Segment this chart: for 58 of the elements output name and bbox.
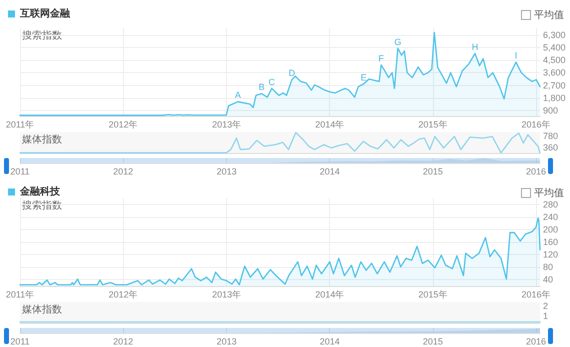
- annotation: B: [258, 82, 265, 92]
- x-tick-label: 2015年: [418, 120, 448, 130]
- x-tick-label: 2011年: [6, 120, 34, 130]
- x-tick-label: 2014: [320, 166, 340, 176]
- y-tick-label: 2,700: [543, 80, 566, 90]
- y-axis-title: 媒体指数: [22, 134, 62, 146]
- x-tick-label: 2014年: [315, 120, 344, 130]
- x-tick-label: 2013: [216, 166, 237, 176]
- x-tick-label: 2015: [422, 336, 443, 346]
- x-tick-label: 2012年: [108, 290, 138, 300]
- y-axis-title: 媒体指数: [22, 304, 62, 316]
- x-tick-label: 2012: [113, 336, 134, 346]
- y-tick-label: 160: [543, 237, 558, 247]
- x-tick-label: 2016: [526, 336, 546, 346]
- line-series: [19, 132, 541, 154]
- x-tick-label: 2011年: [6, 290, 34, 300]
- y-tick-label: 1: [543, 311, 548, 321]
- x-tick-label: 2012: [113, 166, 134, 176]
- x-tick-label: 2013年: [212, 120, 242, 130]
- x-tick-label: 2015年: [418, 290, 448, 300]
- y-tick-label: 780: [543, 130, 558, 141]
- y-tick-label: 80: [543, 262, 554, 272]
- y-tick-label: 5,400: [543, 42, 566, 53]
- x-tick-label: 2014年: [315, 290, 344, 300]
- x-tick-label: 2016年: [522, 120, 551, 130]
- annotation: E: [360, 72, 367, 82]
- x-tick-label: 2013年: [212, 290, 242, 300]
- y-tick-label: 1,800: [543, 92, 566, 103]
- y-tick-label: 200: [543, 224, 558, 234]
- x-tick-label: 2016: [526, 166, 546, 176]
- annotation: 平均值: [534, 187, 564, 200]
- y-tick-label: 240: [543, 212, 558, 222]
- annotation: G: [394, 36, 402, 47]
- x-tick-label: 2014: [320, 336, 340, 346]
- x-tick-label: 2013: [216, 336, 237, 346]
- y-tick-label: 2: [543, 301, 548, 311]
- x-tick-label: 2016年: [522, 290, 551, 300]
- annotation: C: [268, 76, 276, 87]
- x-tick-label: 2011: [10, 166, 30, 176]
- x-tick-label: 2012年: [108, 120, 138, 130]
- y-tick-label: 4,500: [543, 55, 566, 66]
- y-tick-label: 6,300: [543, 30, 566, 40]
- annotation: D: [288, 68, 296, 78]
- annotation: I: [514, 50, 518, 61]
- y-tick-label: 120: [543, 250, 558, 260]
- y-tick-label: 40: [543, 274, 554, 285]
- x-tick-label: 2015: [422, 166, 443, 176]
- y-tick-label: 900: [543, 105, 558, 116]
- legend-label: 金融科技: [19, 186, 61, 198]
- annotation: F: [378, 54, 384, 64]
- text: 平均值: [534, 9, 564, 22]
- y-tick-label: 280: [543, 199, 558, 210]
- y-tick-label: 360: [543, 142, 558, 152]
- legend-label: 互联网金融: [19, 8, 71, 20]
- annotation: H: [472, 42, 478, 52]
- y-tick-label: 3,600: [543, 68, 566, 78]
- annotation: A: [234, 90, 241, 100]
- x-tick-label: 2011: [10, 336, 30, 346]
